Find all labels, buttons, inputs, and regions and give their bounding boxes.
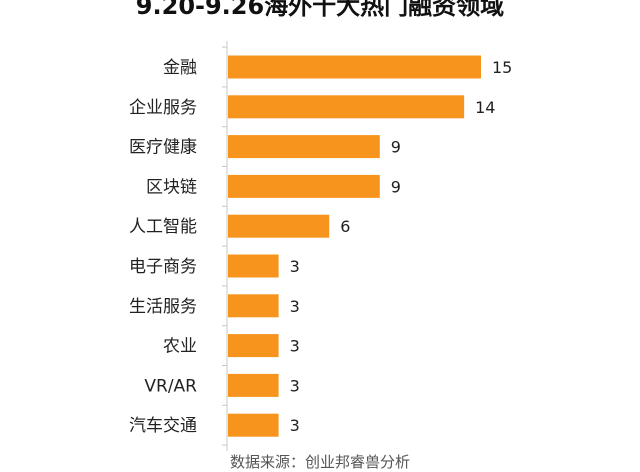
category-label: 人工智能 — [129, 217, 197, 237]
bar — [228, 294, 279, 318]
bar-value-label: 6 — [340, 217, 350, 236]
bar — [228, 135, 380, 159]
bar-chart: 金融 15 企业服务 14 医疗健康 9 区块链 9 人工智能 6 电子商务 3 生活服务 3 农业 3 VR/… — [129, 41, 512, 452]
category-label: 汽车交通 — [129, 416, 197, 436]
bar-value-label: 3 — [290, 257, 300, 276]
bar-value-label: 14 — [475, 98, 495, 117]
bar-value-label: 3 — [290, 337, 300, 356]
bar — [228, 373, 279, 397]
category-label: 电子商务 — [129, 257, 197, 277]
chart-title: 9.20-9.26海外十大热门融资领域 — [135, 0, 505, 20]
bar — [228, 413, 279, 437]
category-label: 农业 — [163, 337, 197, 357]
bar-value-label: 9 — [391, 177, 401, 196]
bar — [228, 254, 279, 278]
category-label: 企业服务 — [129, 98, 197, 118]
category-label: 生活服务 — [129, 297, 197, 317]
bar-value-label: 3 — [290, 376, 300, 395]
chart-source-note: 数据来源：创业邦睿兽分析 — [229, 453, 410, 471]
bar — [228, 95, 465, 119]
category-label: 医疗健康 — [129, 138, 197, 158]
bar-value-label: 3 — [290, 297, 300, 316]
category-label: VR/AR — [144, 376, 197, 396]
bar-value-label: 15 — [492, 58, 512, 77]
bar-value-label: 3 — [290, 416, 300, 435]
category-label: 区块链 — [146, 177, 197, 197]
bar — [228, 174, 380, 198]
bar — [228, 214, 330, 238]
bar — [228, 55, 481, 79]
category-label: 金融 — [163, 58, 197, 78]
bar-value-label: 9 — [391, 138, 401, 157]
bar — [228, 334, 279, 358]
